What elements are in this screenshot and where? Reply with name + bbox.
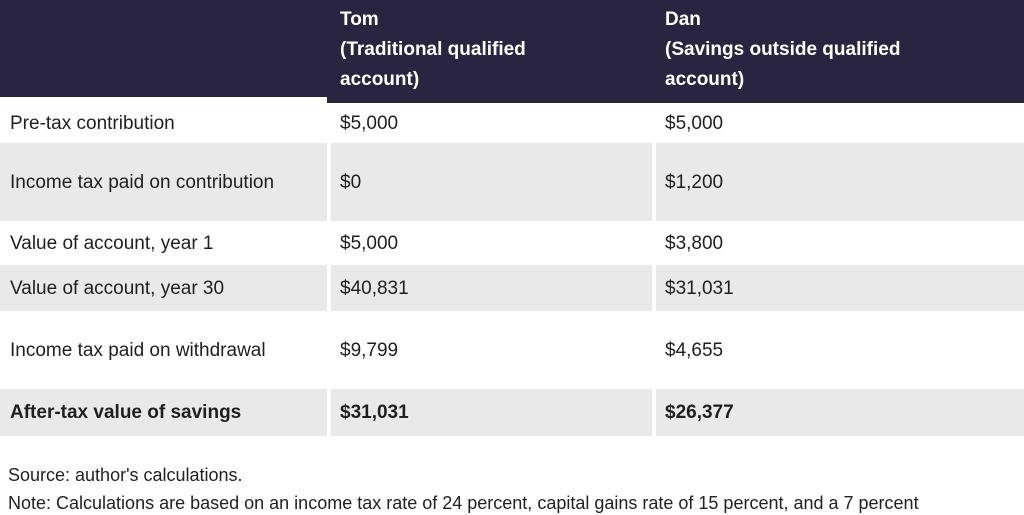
tom-value: $0 — [327, 143, 652, 221]
row-label: Pre-tax contribution — [0, 103, 327, 143]
tom-value: $5,000 — [327, 221, 652, 265]
table-row-total: After-tax value of savings $31,031 $26,3… — [0, 389, 1024, 436]
tom-value: $5,000 — [327, 103, 652, 143]
row-label: After-tax value of savings — [0, 389, 327, 436]
tom-value: $9,799 — [327, 311, 652, 389]
comparison-table: Tom (Traditional qualified account) Dan … — [0, 0, 1024, 436]
header-dan-name: Dan — [665, 9, 701, 30]
source-note: Source: author's calculations. — [8, 465, 243, 485]
table-row: Value of account, year 30 $40,831 $31,03… — [0, 265, 1024, 311]
row-label: Income tax paid on contribution — [0, 143, 327, 221]
dan-value: $3,800 — [652, 221, 1024, 265]
row-label: Value of account, year 30 — [0, 265, 327, 311]
table-header-row: Tom (Traditional qualified account) Dan … — [0, 0, 1024, 103]
row-label: Value of account, year 1 — [0, 221, 327, 265]
table-row: Value of account, year 1 $5,000 $3,800 — [0, 221, 1024, 265]
dan-value: $4,655 — [652, 311, 1024, 389]
methodology-note: Note: Calculations are based on an incom… — [8, 493, 919, 513]
table-row: Income tax paid on withdrawal $9,799 $4,… — [0, 311, 1024, 389]
header-cell-tom: Tom (Traditional qualified account) — [327, 0, 652, 103]
dan-value: $31,031 — [652, 265, 1024, 311]
table-row: Pre-tax contribution $5,000 $5,000 — [0, 103, 1024, 143]
table-row: Income tax paid on contribution $0 $1,20… — [0, 143, 1024, 221]
header-tom-desc: (Traditional qualified account) — [340, 39, 526, 90]
tom-value: $40,831 — [327, 265, 652, 311]
dan-value: $26,377 — [652, 389, 1024, 436]
dan-value: $1,200 — [652, 143, 1024, 221]
dan-value: $5,000 — [652, 103, 1024, 143]
row-label: Income tax paid on withdrawal — [0, 311, 327, 389]
header-dan-desc: (Savings outside qualified account) — [665, 39, 901, 90]
table-footer: Source: author's calculations. Note: Cal… — [0, 436, 1024, 515]
header-cell-dan: Dan (Savings outside qualified account) — [652, 0, 1024, 103]
header-cell-empty — [0, 0, 327, 103]
header-tom-name: Tom — [340, 9, 379, 30]
tom-value: $31,031 — [327, 389, 652, 436]
